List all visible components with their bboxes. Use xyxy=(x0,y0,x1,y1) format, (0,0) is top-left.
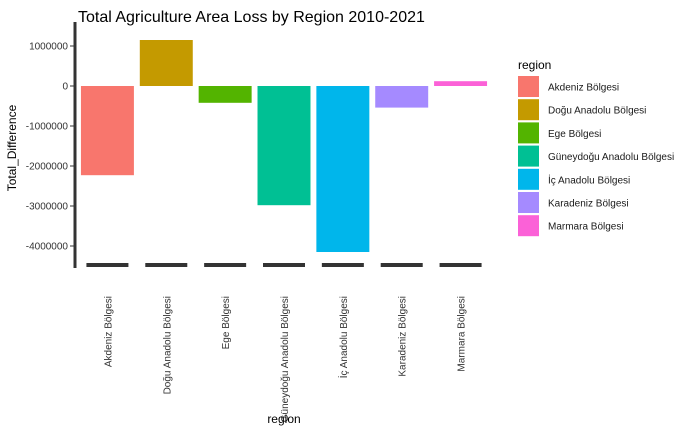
bar xyxy=(80,86,134,176)
x-tick-label: Güneydoğu Anadolu Bölgesi xyxy=(280,296,291,422)
bar xyxy=(375,86,429,108)
y-tick-label: 1000000 xyxy=(29,42,68,53)
legend-title: region xyxy=(518,58,551,72)
x-tick-label: İç Anadolu Bölgesi xyxy=(337,296,350,378)
legend-key xyxy=(518,99,539,121)
y-tick-label: -2000000 xyxy=(26,162,69,173)
legend-key xyxy=(518,168,539,190)
chart-title: Total Agriculture Area Loss by Region 20… xyxy=(78,9,425,26)
x-tick-label: Ege Bölgesi xyxy=(221,296,232,349)
bar xyxy=(316,86,370,252)
legend-key xyxy=(518,122,539,144)
legend-key xyxy=(518,76,539,97)
legend-key xyxy=(518,215,539,237)
y-tick-label: -1000000 xyxy=(26,122,69,133)
legend-key xyxy=(518,145,539,167)
legend-label: Marmara Bölgesi xyxy=(548,222,624,233)
x-axis: Akdeniz Bölgesi Doğu Anadolu Bölgesi Ege B… xyxy=(86,263,482,422)
bar xyxy=(434,81,488,86)
x-tick-label: Akdeniz Bölgesi xyxy=(103,296,114,367)
y-tick-label: -4000000 xyxy=(26,242,69,253)
legend-label: İç Anadolu Bölgesi xyxy=(548,173,630,186)
legend-label: Güneydoğu Anadolu Bölgesi xyxy=(548,152,674,163)
legend-label: Akdeniz Bölgesi xyxy=(548,83,619,94)
y-tick-label: -3000000 xyxy=(26,202,69,213)
legend-label: Ege Bölgesi xyxy=(548,129,601,140)
x-tick-label: Marmara Bölgesi xyxy=(457,296,468,372)
bar xyxy=(139,40,193,86)
x-axis-title: region xyxy=(267,412,300,426)
legend-label: Doğu Anadolu Bölgesi xyxy=(548,106,646,117)
legend-key xyxy=(518,192,539,213)
bar xyxy=(198,86,252,103)
y-tick-label: 0 xyxy=(62,82,68,93)
x-tick-label: Karadeniz Bölgesi xyxy=(398,296,409,377)
bars xyxy=(80,40,488,252)
legend: region Akdeniz Bölgesi Doğu Anadolu Bölge… xyxy=(518,58,674,237)
y-axis-title: Total_Difference xyxy=(5,104,19,191)
x-tick-label: Doğu Anadolu Bölgesi xyxy=(162,296,173,394)
y-axis: 1000000 0 -1000000 -2000000 -3000000 -4000000 xyxy=(26,22,77,268)
legend-label: Karadeniz Bölgesi xyxy=(548,199,629,210)
bar xyxy=(257,86,311,206)
